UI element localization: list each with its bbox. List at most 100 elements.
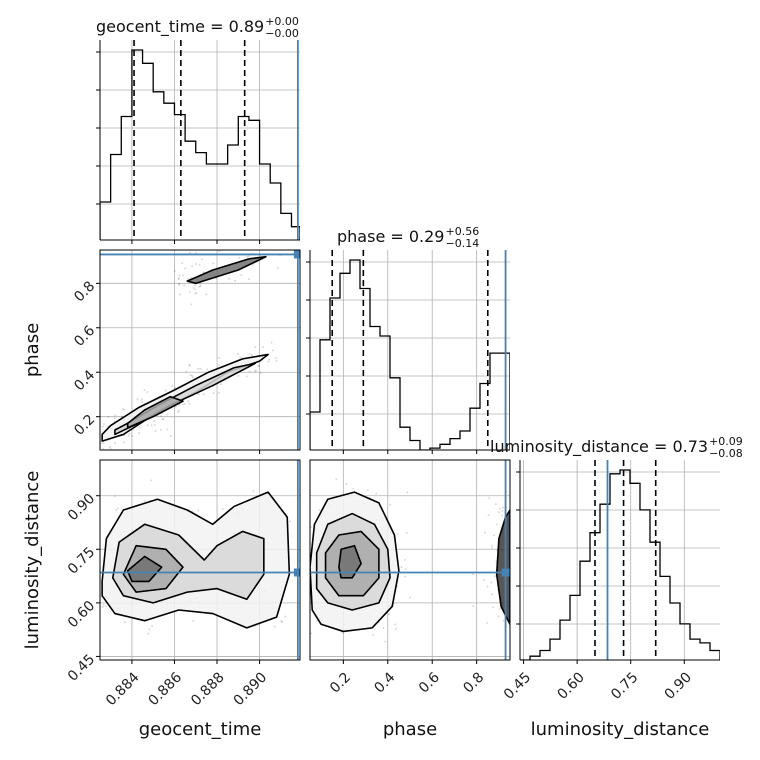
- scatter-point: [189, 252, 192, 255]
- scatter-point: [486, 585, 489, 588]
- scatter-point: [114, 414, 117, 417]
- scatter-point: [408, 596, 411, 599]
- axis-frame: [99, 459, 301, 661]
- scatter-point: [258, 364, 261, 367]
- scatter-point: [498, 607, 501, 610]
- scatter-point: [178, 409, 181, 412]
- scatter-point: [191, 374, 194, 377]
- scatter-point: [192, 620, 195, 623]
- x-tick-label: 0.2: [327, 669, 354, 696]
- axis-frame: [99, 249, 301, 451]
- x-tick-label: 0.75: [608, 669, 641, 702]
- scatter-point: [502, 619, 505, 622]
- scatter-point: [199, 285, 202, 288]
- scatter-point: [123, 408, 126, 411]
- scatter-point: [217, 363, 220, 366]
- y-tick-label: 0.90: [65, 491, 98, 524]
- scatter-point: [487, 514, 490, 517]
- scatter-point: [318, 509, 321, 512]
- scatter-point: [212, 392, 215, 395]
- scatter-point: [74, 438, 76, 440]
- scatter-point: [483, 531, 486, 534]
- scatter-point: [123, 621, 126, 624]
- scatter-point: [372, 634, 375, 637]
- scatter-point: [384, 640, 387, 643]
- scatter-point: [488, 497, 491, 500]
- y-tick-label: 0.60: [65, 598, 98, 631]
- scatter-point: [472, 605, 475, 608]
- scatter-point: [192, 287, 195, 290]
- scatter-point: [252, 490, 255, 493]
- x-tick-label: 0.60: [555, 669, 588, 702]
- x-tick-label: 0.886: [146, 669, 186, 709]
- x-tick-label: 0.884: [103, 669, 143, 709]
- scatter-point: [271, 349, 274, 352]
- scatter-point: [218, 250, 221, 253]
- scatter-point: [218, 357, 221, 360]
- scatter-point: [269, 244, 271, 246]
- x-tick-label: 0.888: [188, 669, 228, 709]
- title-lower-error: −0.08: [709, 447, 743, 460]
- scatter-point: [153, 419, 156, 422]
- scatter-point: [160, 414, 163, 417]
- scatter-point: [248, 278, 251, 281]
- scatter-point: [382, 626, 385, 629]
- scatter-point: [472, 573, 475, 576]
- scatter-point: [114, 441, 117, 444]
- scatter-point: [405, 532, 408, 535]
- scatter-point: [267, 360, 270, 363]
- scatter-point: [486, 621, 489, 624]
- scatter-point: [490, 581, 493, 584]
- scatter-point: [501, 514, 504, 517]
- scatter-point: [366, 488, 369, 491]
- scatter-point: [304, 568, 306, 570]
- x-tick-label: 0.890: [231, 669, 271, 709]
- contour-level: [495, 509, 510, 626]
- scatter-point: [220, 383, 223, 386]
- x-tick-label: 0.45: [501, 669, 534, 702]
- scatter-point: [121, 408, 124, 411]
- scatter-point: [248, 370, 251, 373]
- scatter-point: [526, 494, 528, 496]
- scatter-point: [161, 418, 164, 421]
- scatter-point: [148, 628, 151, 631]
- scatter-point: [221, 507, 224, 510]
- y-axis-label-luminosity_distance: luminosity_distance: [22, 471, 43, 650]
- scatter-point: [205, 293, 208, 296]
- scatter-point: [127, 435, 130, 438]
- histogram-panel-luminosity_distance: [516, 460, 720, 664]
- scatter-point: [197, 509, 200, 512]
- x-tick-label: 0.8: [460, 669, 487, 696]
- scatter-point: [102, 442, 105, 445]
- scatter-point: [159, 428, 162, 431]
- panel-title-phase: phase = 0.29: [337, 227, 444, 246]
- scatter-point: [268, 358, 271, 361]
- x-axis-label-phase: phase: [383, 719, 437, 740]
- scatter-point: [273, 625, 276, 628]
- title-lower-error: −0.14: [445, 237, 479, 250]
- scatter-point: [182, 403, 185, 406]
- y-tick-label: 0.2: [71, 412, 98, 439]
- scatter-point: [492, 606, 495, 609]
- scatter-point: [131, 435, 134, 438]
- scatter-point: [302, 603, 304, 605]
- scatter-point: [194, 292, 197, 295]
- scatter-point: [177, 278, 180, 281]
- scatter-point: [404, 575, 407, 578]
- scatter-point: [395, 628, 398, 631]
- y-tick-label: 0.45: [65, 651, 98, 684]
- scatter-point: [492, 534, 495, 537]
- scatter-point: [352, 487, 355, 490]
- scatter-point: [403, 558, 406, 561]
- scatter-point: [95, 434, 97, 436]
- scatter-point: [345, 483, 348, 486]
- scatter-point: [194, 288, 197, 291]
- histogram-panel-geocent_time: [96, 40, 300, 244]
- scatter-point: [104, 605, 107, 608]
- histogram-geocent_time: [100, 49, 300, 240]
- scatter-point: [153, 423, 156, 426]
- scatter-point: [178, 282, 181, 285]
- scatter-point: [375, 492, 378, 495]
- scatter-point: [188, 364, 191, 367]
- scatter-point: [195, 251, 198, 254]
